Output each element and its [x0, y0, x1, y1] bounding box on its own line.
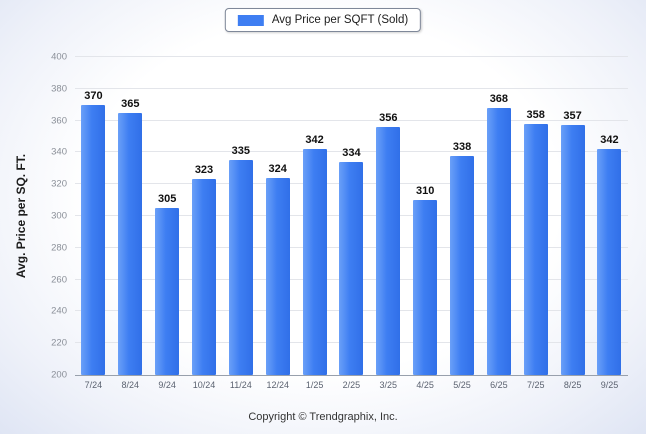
- bar-value-label: 334: [342, 146, 361, 159]
- bar-value-label: 342: [305, 134, 324, 147]
- gridline: [75, 56, 628, 57]
- bar[interactable]: [118, 112, 143, 375]
- gridline: [75, 87, 628, 89]
- bar-value-label: 365: [121, 97, 140, 110]
- bar[interactable]: [228, 160, 253, 375]
- bar-value-label: 358: [526, 108, 545, 121]
- bar[interactable]: [302, 149, 327, 375]
- bar[interactable]: [450, 155, 475, 375]
- bar-cell: 370: [78, 57, 108, 375]
- y-tick-label: 400: [51, 51, 67, 63]
- bar-cell: 358: [521, 57, 551, 375]
- x-tick-label: 11/24: [229, 380, 252, 390]
- bar[interactable]: [597, 149, 622, 375]
- bar-cell: 334: [336, 57, 366, 375]
- bar[interactable]: [265, 177, 290, 375]
- y-tick-label: 360: [51, 115, 67, 127]
- legend-label: Avg Price per SQFT (Sold): [271, 14, 409, 26]
- bar-cell: 305: [152, 57, 182, 375]
- legend[interactable]: Avg Price per SQFT (Sold): [224, 8, 422, 32]
- bar-value-label: 357: [563, 110, 582, 123]
- y-tick-label: 220: [51, 337, 67, 349]
- bar[interactable]: [339, 161, 364, 375]
- y-tick-label: 380: [51, 83, 67, 95]
- y-tick-label: 340: [51, 146, 67, 158]
- bar-cell: 356: [373, 57, 403, 375]
- bar-value-label: 324: [268, 162, 287, 175]
- bar-cell: 342: [594, 57, 624, 375]
- gridline: [75, 151, 628, 153]
- bar-cell: 365: [115, 57, 145, 375]
- bar[interactable]: [81, 104, 106, 375]
- bar-cell: 310: [410, 57, 440, 375]
- bar[interactable]: [192, 179, 216, 375]
- x-tick-label: 8/25: [563, 380, 582, 390]
- copyright: Copyright © Trendgraphix, Inc.: [248, 411, 398, 423]
- gridline: [75, 119, 628, 121]
- bar[interactable]: [523, 123, 548, 375]
- x-tick-label: 1/25: [305, 380, 324, 390]
- bar-cell: 342: [300, 57, 330, 375]
- bar-cell: 338: [447, 57, 477, 375]
- bar-series: 370 365 305 323 335 324 342 334 356 310 338 368 358 3…: [75, 57, 628, 375]
- x-tick-label: 2/25: [342, 380, 361, 390]
- y-axis-title: Avg. Price per SQ. FT.: [14, 153, 28, 279]
- x-axis-labels: 7/24 8/24 9/24 10/24 11/24 12/24 1/25 2/25 3/25 4…: [75, 380, 628, 390]
- y-tick-label: 260: [51, 274, 67, 286]
- bar[interactable]: [376, 126, 401, 375]
- y-tick-label: 280: [51, 242, 67, 254]
- bar-cell: 357: [558, 57, 588, 375]
- bar-cell: 323: [189, 57, 219, 375]
- x-tick-label: 12/24: [266, 380, 289, 390]
- bar-cell: 335: [226, 57, 256, 375]
- x-tick-label: 6/25: [490, 380, 508, 390]
- y-tick-label: 300: [51, 210, 67, 222]
- bar-value-label: 305: [157, 193, 177, 206]
- plot-area: 200 220 240 260 280 300 320 340 360 380 400 370 365…: [51, 52, 628, 381]
- y-tick-label: 200: [51, 369, 67, 381]
- y-tick-label: 240: [51, 305, 67, 317]
- bar-value-label: 342: [600, 134, 619, 147]
- legend-swatch: [237, 14, 264, 26]
- bar-value-label: 368: [489, 92, 509, 105]
- y-tick-label: 320: [51, 178, 67, 190]
- bar-cell: 324: [263, 57, 293, 375]
- x-tick-label: 5/25: [453, 380, 471, 390]
- bar[interactable]: [560, 125, 585, 375]
- bar-value-label: 323: [194, 164, 214, 177]
- x-tick-label: 7/25: [526, 380, 545, 390]
- bar[interactable]: [486, 107, 511, 375]
- x-tick-label: 4/25: [416, 380, 434, 390]
- x-tick-label: 10/24: [192, 380, 216, 390]
- bar-value-label: 356: [379, 111, 398, 124]
- bar-value-label: 335: [231, 145, 251, 158]
- x-tick-label: 9/24: [158, 380, 176, 390]
- bar-value-label: 310: [415, 185, 435, 198]
- x-tick-label: 9/25: [600, 380, 619, 390]
- bar[interactable]: [413, 200, 438, 375]
- bar-value-label: 370: [84, 89, 103, 102]
- bar[interactable]: [155, 208, 180, 375]
- x-tick-label: 3/25: [379, 380, 398, 390]
- bar-cell: 368: [484, 57, 514, 375]
- bar-value-label: 338: [452, 140, 472, 153]
- x-tick-label: 8/24: [121, 380, 140, 390]
- x-tick-label: 7/24: [84, 380, 103, 390]
